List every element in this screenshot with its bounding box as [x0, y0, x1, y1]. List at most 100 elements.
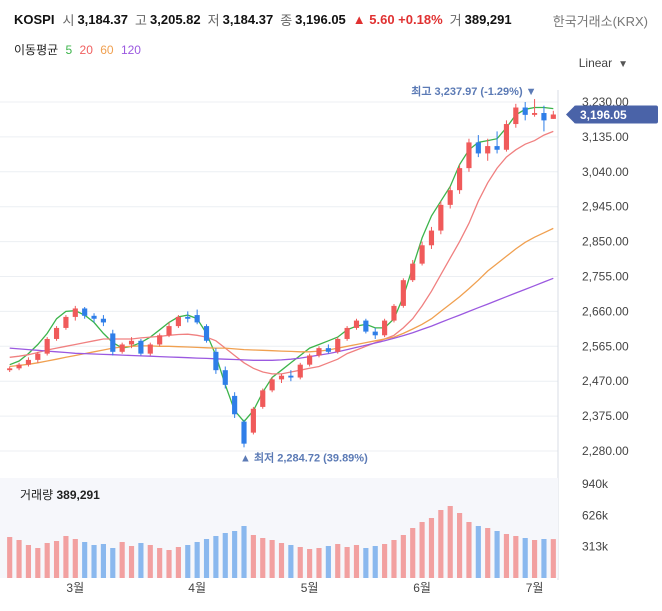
moving-average-legend[interactable]: 이동평균 5 20 60 120	[14, 41, 145, 58]
candle	[138, 338, 144, 356]
ma-line-20	[9, 130, 554, 375]
x-tick-label: 4월	[188, 581, 206, 595]
volume-bar	[288, 545, 294, 578]
volume-bar	[531, 540, 538, 578]
candle-body	[82, 308, 88, 316]
volume-bar	[400, 535, 406, 578]
volume-bar	[325, 546, 331, 578]
candle	[391, 304, 397, 323]
volume-bar	[25, 545, 32, 578]
candle	[288, 370, 294, 382]
candle-body	[400, 280, 406, 306]
candle-body	[353, 320, 360, 328]
candle-body	[203, 326, 210, 341]
candle-body	[232, 395, 238, 415]
candle	[513, 103, 519, 128]
candle-body	[16, 364, 22, 369]
candle-body	[185, 316, 191, 319]
x-tick-label: 7월	[526, 581, 544, 595]
open-label: 시	[62, 12, 75, 28]
candle	[363, 318, 369, 334]
candle-body	[457, 168, 463, 191]
volume-bar	[185, 545, 191, 578]
volume-bar	[194, 542, 200, 578]
price-tag-box	[574, 105, 658, 124]
candle	[166, 322, 172, 338]
volume-bar	[391, 540, 397, 578]
candle	[438, 201, 444, 235]
volume-bar	[157, 548, 163, 578]
candle	[72, 305, 78, 321]
volume-bar	[447, 506, 453, 578]
volume-bar	[16, 540, 22, 578]
price-tag-pointer	[566, 105, 575, 124]
y-tick-label: 3,135.00	[582, 130, 629, 144]
scale-dropdown-label: Linear	[578, 56, 613, 70]
volume-bar	[72, 539, 78, 578]
volume-bar	[138, 543, 144, 578]
ma-legend-60: 60	[100, 43, 114, 57]
high-value: 3,205.82	[150, 11, 201, 27]
candle	[382, 318, 388, 338]
candle-body	[194, 315, 200, 323]
candle-body	[241, 421, 247, 444]
volume-panel-title: 거래량	[20, 488, 54, 502]
volume-bars	[7, 506, 556, 578]
volume-bar	[53, 541, 60, 578]
candle-body	[278, 375, 285, 380]
scale-dropdown[interactable]: Linear ▼	[579, 56, 628, 70]
candle	[457, 164, 463, 194]
candle	[531, 99, 538, 117]
candle	[316, 346, 322, 358]
y-tick-label: 3,040.00	[582, 165, 629, 179]
candle-body	[157, 335, 163, 345]
candle-body	[250, 408, 256, 433]
volume-bar	[438, 510, 444, 578]
candle-body	[522, 107, 528, 115]
y-tick-label: 2,565.00	[582, 339, 629, 353]
x-tick-label: 6월	[413, 581, 431, 595]
candle-body	[531, 113, 538, 115]
chevron-down-icon: ▼	[618, 59, 628, 70]
candle	[119, 342, 125, 354]
volume-bar	[100, 544, 106, 578]
date-axis: 3월 4월 5월 6월 7월	[66, 581, 543, 595]
y-tick-label: 2,375.00	[582, 409, 629, 423]
price-axis: 3,230.003,135.003,040.002,945.002,850.00…	[582, 95, 629, 458]
candle	[325, 344, 331, 354]
open-value: 3,184.37	[77, 11, 129, 27]
candle-body	[503, 124, 510, 150]
candle-body	[63, 316, 69, 328]
volume-bar	[475, 526, 481, 578]
candle-body	[494, 146, 500, 150]
candle	[485, 138, 491, 161]
candle-body	[382, 320, 388, 336]
candle-body	[147, 344, 153, 354]
candle-body	[550, 114, 556, 119]
volume-bar	[503, 534, 510, 578]
candle-body	[485, 146, 491, 154]
volume-bar	[410, 528, 416, 578]
candle-body	[391, 305, 397, 321]
ma-line-60	[9, 227, 554, 368]
candle-body	[363, 320, 369, 332]
candlesticks	[7, 99, 556, 448]
change-value: ▲ 5.60 +0.18%	[352, 11, 443, 27]
candle-body	[466, 142, 472, 169]
volume-bar	[344, 547, 350, 578]
candle	[419, 241, 425, 266]
candle-body	[288, 375, 294, 378]
volume-bar	[175, 547, 181, 578]
candle	[128, 337, 135, 349]
candle	[185, 311, 191, 323]
candle	[447, 186, 453, 209]
volume-bar	[7, 537, 13, 578]
min-price-annotation: ▲ 최저 2,284.72 (39.89%)	[240, 450, 368, 464]
candle	[278, 373, 285, 384]
candle	[82, 306, 88, 319]
candle-body	[72, 308, 78, 317]
volume-bar	[457, 513, 463, 578]
candle	[466, 138, 472, 172]
candle	[344, 326, 350, 341]
